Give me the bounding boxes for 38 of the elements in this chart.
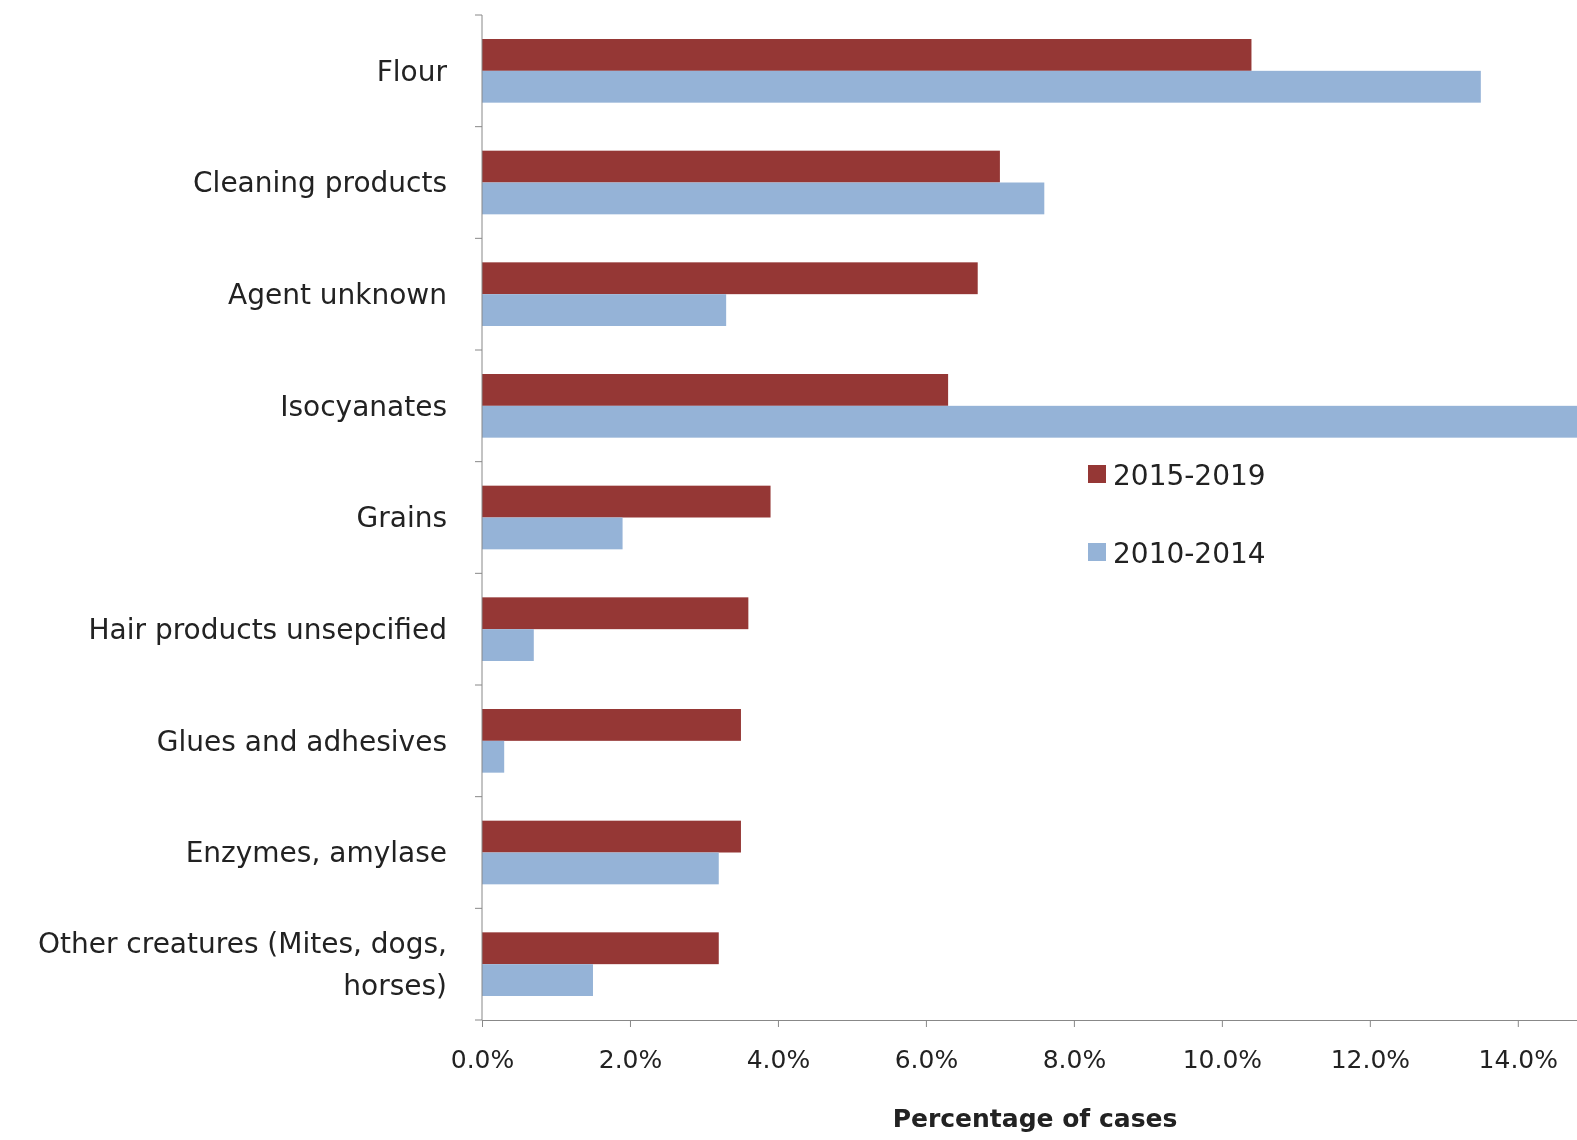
- bar: [482, 517, 623, 550]
- bar: [482, 740, 505, 773]
- x-tick-label: 12.0%: [1330, 1044, 1411, 1074]
- bar: [482, 964, 593, 996]
- bar: [482, 182, 1045, 215]
- x-tick-label: 14.0%: [1478, 1044, 1559, 1074]
- y-tick-label: Agent unknown: [227, 277, 447, 311]
- bar: [482, 709, 741, 741]
- y-tick-label: Glues and adhesives: [156, 724, 447, 758]
- bar: [482, 405, 1577, 438]
- bar: [482, 70, 1481, 103]
- bar: [482, 820, 741, 853]
- x-tick-label: 2.0%: [598, 1044, 663, 1074]
- y-tick-label: Other creatures (Mites, dogs, horses): [37, 926, 447, 1002]
- bar: [482, 629, 534, 661]
- y-tick-label: Cleaning products: [193, 166, 447, 200]
- bar: [482, 932, 719, 965]
- x-tick-label: 6.0%: [894, 1044, 959, 1074]
- x-tick-label: 4.0%: [746, 1044, 811, 1074]
- bar: [482, 262, 978, 295]
- y-tick-label: Enzymes, amylase: [185, 836, 447, 870]
- y-tick-label: Isocyanates: [280, 389, 447, 423]
- y-tick-label: Hair products unsepcified: [88, 612, 447, 646]
- y-tick-label: Grains: [356, 501, 447, 535]
- bar: [482, 374, 949, 406]
- legend-label: 2010-2014: [1113, 536, 1266, 570]
- bar: [482, 39, 1252, 71]
- x-tick-label: 10.0%: [1182, 1044, 1263, 1074]
- x-axis-title: Percentage of cases: [892, 1104, 1178, 1133]
- x-tick-label: 8.0%: [1042, 1044, 1107, 1074]
- bar: [482, 150, 1000, 183]
- bar: [482, 294, 727, 326]
- y-tick-label: Flour: [376, 54, 448, 88]
- bar: [482, 852, 719, 885]
- legend-label: 2015-2019: [1113, 458, 1266, 492]
- bar: [482, 597, 749, 630]
- x-tick-label: 0.0%: [450, 1044, 515, 1074]
- bar: [482, 485, 771, 518]
